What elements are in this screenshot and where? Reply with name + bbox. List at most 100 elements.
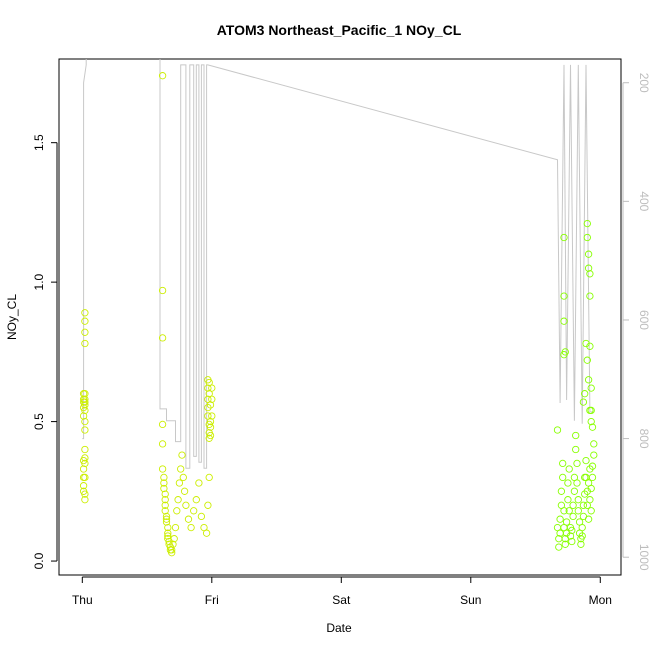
data-point <box>583 233 591 242</box>
data-point <box>171 523 180 532</box>
data-point <box>174 496 182 504</box>
data-point <box>81 339 89 348</box>
data-point <box>578 523 586 532</box>
data-point <box>79 482 88 490</box>
data-point <box>168 546 176 554</box>
data-point <box>573 479 581 487</box>
data-point <box>572 431 580 440</box>
data-point <box>162 515 171 523</box>
data-point <box>158 440 167 448</box>
series-line <box>82 59 593 469</box>
data-point <box>588 462 597 470</box>
data-point <box>81 496 89 504</box>
right-tick-label: 1000 <box>637 544 650 571</box>
right-tick-label: 600 <box>637 310 650 330</box>
data-point <box>206 401 215 409</box>
data-point <box>574 507 582 515</box>
data-point <box>164 532 172 540</box>
y-tick-label: 1.5 <box>32 134 46 151</box>
data-point <box>555 543 563 551</box>
data-point <box>565 465 573 473</box>
data-point <box>208 412 216 420</box>
data-point <box>583 356 591 364</box>
x-tick-label: Thu <box>72 593 93 607</box>
data-point <box>81 390 89 398</box>
data-point <box>565 507 573 515</box>
data-point <box>79 412 88 420</box>
data-point <box>158 334 167 342</box>
right-axis: 200 400 600 800 1000 <box>622 73 650 571</box>
data-point <box>561 348 569 356</box>
data-point <box>583 219 591 228</box>
data-point <box>582 339 590 348</box>
plot-area <box>58 58 622 576</box>
data-point <box>586 406 594 415</box>
data-point <box>164 529 172 537</box>
data-point <box>586 292 594 300</box>
data-point <box>557 487 566 495</box>
data-point <box>169 540 177 548</box>
data-point <box>586 496 594 504</box>
data-point <box>179 473 187 482</box>
data-point <box>587 484 595 493</box>
y-axis: 0.0 0.5 1.0 1.5 <box>32 134 58 569</box>
data-point <box>204 501 212 509</box>
data-point <box>175 479 184 487</box>
data-point <box>569 501 577 509</box>
data-point <box>560 233 568 242</box>
data-point <box>590 451 598 459</box>
data-point <box>560 292 568 300</box>
data-point <box>81 328 89 336</box>
data-point <box>208 395 216 403</box>
data-point <box>587 417 595 426</box>
data-point <box>588 473 597 482</box>
data-point <box>164 523 172 532</box>
data-point <box>573 459 581 468</box>
data-point <box>556 515 564 523</box>
data-point <box>81 398 89 406</box>
data-point <box>81 417 89 426</box>
data-point <box>587 384 595 392</box>
data-point <box>81 317 89 325</box>
data-point <box>197 512 206 521</box>
line-layer <box>82 59 593 469</box>
data-point <box>161 490 169 498</box>
data-point <box>162 512 171 521</box>
data-point <box>206 417 215 426</box>
data-point <box>158 286 167 295</box>
data-point <box>202 529 211 537</box>
data-point <box>579 501 588 509</box>
y-tick-label: 1.0 <box>32 273 46 290</box>
data-point <box>160 473 168 482</box>
data-point <box>160 479 168 487</box>
data-point <box>168 549 176 557</box>
data-point <box>572 445 580 454</box>
data-point <box>81 406 89 415</box>
x-tick-label: Sat <box>332 593 351 607</box>
data-point <box>204 403 212 412</box>
data-point <box>581 390 589 398</box>
data-point <box>574 496 582 504</box>
data-point <box>553 426 562 434</box>
data-point <box>81 426 89 434</box>
right-tick-label: 200 <box>637 73 650 93</box>
data-point <box>590 440 598 448</box>
data-point <box>81 473 89 482</box>
data-point <box>577 540 585 548</box>
data-point <box>162 518 171 526</box>
x-axis: Thu Fri Sat Sun Mon <box>72 576 612 607</box>
data-point <box>184 515 193 523</box>
data-point <box>566 532 575 540</box>
data-point <box>560 507 568 515</box>
data-point <box>192 496 200 504</box>
data-point <box>180 487 189 495</box>
data-point <box>578 532 586 540</box>
y-tick-label: 0.5 <box>32 413 46 430</box>
data-point <box>588 423 597 431</box>
data-point <box>81 459 89 468</box>
data-point <box>158 72 167 80</box>
data-point <box>190 507 198 515</box>
data-point <box>182 501 190 509</box>
point-layer <box>79 72 598 557</box>
